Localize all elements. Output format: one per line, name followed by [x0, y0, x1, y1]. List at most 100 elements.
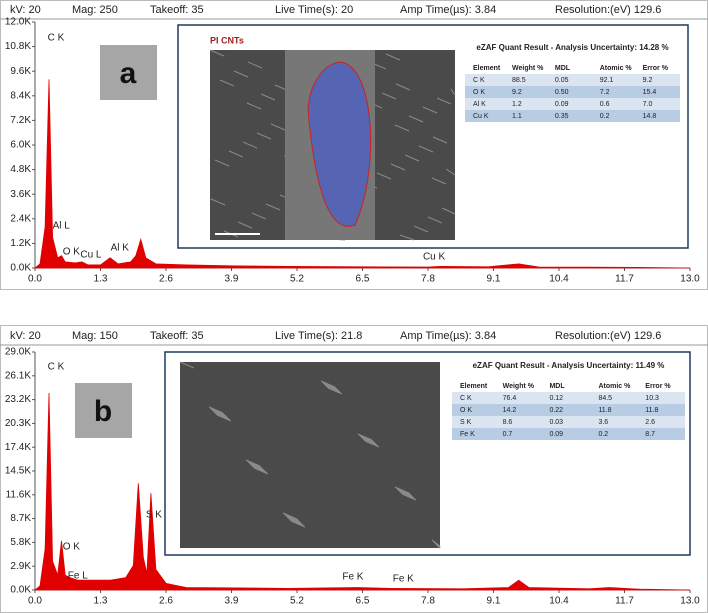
table-cell: 0.09 [555, 101, 569, 108]
sem-texture [290, 520, 306, 528]
sem-texture [364, 440, 380, 448]
table-cell: 11.8 [598, 407, 611, 414]
header-item: Mag: 150 [72, 330, 118, 342]
table-cell: 76.4 [503, 395, 517, 402]
panel-label-box [75, 383, 132, 438]
sem-texture [431, 177, 447, 185]
sem-texture [390, 163, 406, 171]
table-cell: 0.6 [600, 101, 610, 108]
table-cell: 9.2 [643, 77, 653, 84]
table-cell: 0.05 [555, 77, 569, 84]
sem-texture [432, 136, 448, 144]
table-cell: 0.09 [549, 431, 563, 438]
x-tick-label: 5.2 [290, 596, 304, 607]
x-tick-label: 1.3 [94, 274, 108, 285]
sem-texture [210, 408, 226, 416]
sem-texture [398, 490, 414, 498]
x-tick-label: 2.6 [159, 274, 173, 285]
y-tick-label: 3.6K [10, 189, 31, 200]
table-row [452, 392, 685, 404]
sem-texture [422, 106, 438, 114]
peak-label: Fe K [342, 572, 363, 583]
sem-texture [233, 70, 249, 78]
y-tick-label: 0.0K [10, 263, 31, 274]
sem-texture [208, 406, 224, 414]
table-header: Weight % [503, 383, 535, 390]
sem-texture [436, 97, 452, 105]
sem-texture [287, 517, 303, 525]
x-tick-label: 10.4 [549, 596, 569, 607]
y-tick-label: 14.5K [5, 466, 31, 477]
table-header: Element [473, 65, 501, 72]
peak-label: Fe K [393, 574, 414, 585]
sem-texture [324, 384, 340, 392]
table-cell: 11.8 [645, 407, 658, 414]
sem-texture [246, 460, 262, 468]
table-cell: 92.1 [600, 77, 614, 84]
header-item: Takeoff: 35 [150, 330, 204, 342]
table-header: Atomic % [598, 383, 631, 390]
table-cell: 1.1 [512, 113, 522, 120]
table-cell: 8.7 [645, 431, 655, 438]
sem-image [180, 362, 440, 548]
sem-texture [325, 385, 341, 393]
x-tick-label: 11.7 [615, 596, 634, 607]
table-cell: 0.35 [555, 113, 569, 120]
sem-texture [270, 123, 286, 131]
x-tick-label: 7.8 [421, 274, 435, 285]
table-cell: 8.6 [503, 419, 513, 426]
sem-texture [399, 234, 415, 241]
x-tick-label: 0.0 [28, 596, 42, 607]
sem-texture [179, 361, 195, 369]
x-tick-label: 6.5 [356, 274, 370, 285]
sem-texture [395, 487, 411, 495]
y-tick-label: 2.9K [10, 561, 31, 572]
table-cell: 1.2 [512, 101, 522, 108]
table-cell: 15.4 [643, 89, 657, 96]
table-cell: 0.12 [549, 395, 563, 402]
table-cell: 14.2 [503, 407, 517, 414]
sem-texture [404, 154, 420, 162]
header-item: Mag: 250 [72, 4, 118, 16]
sem-texture [285, 515, 301, 523]
y-tick-label: 20.3K [5, 418, 31, 429]
y-tick-label: 8.4K [10, 90, 31, 101]
table-cell: S K [460, 419, 472, 426]
table-cell: 0.7 [503, 431, 513, 438]
peak-label: Cu K [423, 252, 446, 263]
y-tick-label: 9.6K [10, 66, 31, 77]
x-tick-label: 7.8 [421, 596, 435, 607]
table-row [465, 98, 680, 110]
sem-texture [359, 435, 375, 443]
sem-texture [286, 516, 302, 524]
sem-texture [256, 132, 272, 140]
table-header: Error % [645, 383, 671, 390]
header-item: Live Time(s): 20 [275, 4, 353, 16]
sem-texture [321, 381, 337, 389]
table-cell: O K [460, 407, 472, 414]
sem-texture [363, 439, 379, 447]
sem-texture [326, 386, 342, 394]
sem-texture [399, 491, 415, 499]
x-tick-label: 13.0 [680, 274, 700, 285]
table-cell: 7.0 [643, 101, 653, 108]
table-cell: 0.50 [555, 89, 569, 96]
sem-texture [394, 124, 410, 132]
sem-texture [214, 412, 230, 420]
panel-label-box [100, 45, 157, 100]
x-tick-label: 3.9 [225, 274, 239, 285]
sem-texture [288, 518, 304, 526]
sem-texture [210, 198, 226, 206]
sem-texture [251, 212, 267, 220]
table-row [465, 74, 680, 86]
peak-label: Fe L [68, 571, 88, 582]
y-tick-label: 12.0K [5, 17, 31, 28]
sem-texture [381, 92, 397, 100]
y-tick-label: 4.8K [10, 164, 31, 175]
x-tick-label: 0.0 [28, 274, 42, 285]
y-tick-label: 2.4K [10, 213, 31, 224]
x-tick-label: 13.0 [680, 596, 700, 607]
header-item: Resolution:(eV) 129.6 [555, 330, 661, 342]
sem-texture [441, 207, 456, 215]
sem-texture [209, 49, 225, 57]
